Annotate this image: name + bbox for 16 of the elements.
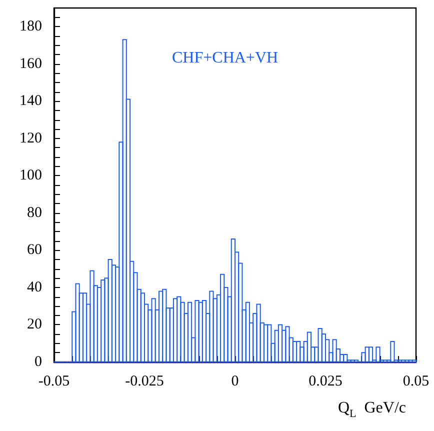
y-tick-label: 120 <box>20 130 42 146</box>
x-tick-label: 0 <box>231 374 239 390</box>
x-tick-label: -0.05 <box>38 374 70 390</box>
y-tick-label: 140 <box>20 93 42 110</box>
y-tick-label: 160 <box>20 56 42 72</box>
y-tick-label: 20 <box>27 316 42 333</box>
y-tick-label: 0 <box>34 354 42 370</box>
y-tick-label: 60 <box>27 242 42 258</box>
y-tick-label: 80 <box>27 204 42 221</box>
annotation: CHF+CHA+VH <box>172 50 279 66</box>
x-tick-label: 0.025 <box>308 374 342 390</box>
x-tick-label: 0.05 <box>402 374 430 390</box>
y-tick-label: 180 <box>20 18 42 35</box>
y-tick-label: 40 <box>27 279 42 296</box>
y-tick-label: 100 <box>20 168 42 184</box>
x-tick-label: -0.025 <box>125 374 164 390</box>
